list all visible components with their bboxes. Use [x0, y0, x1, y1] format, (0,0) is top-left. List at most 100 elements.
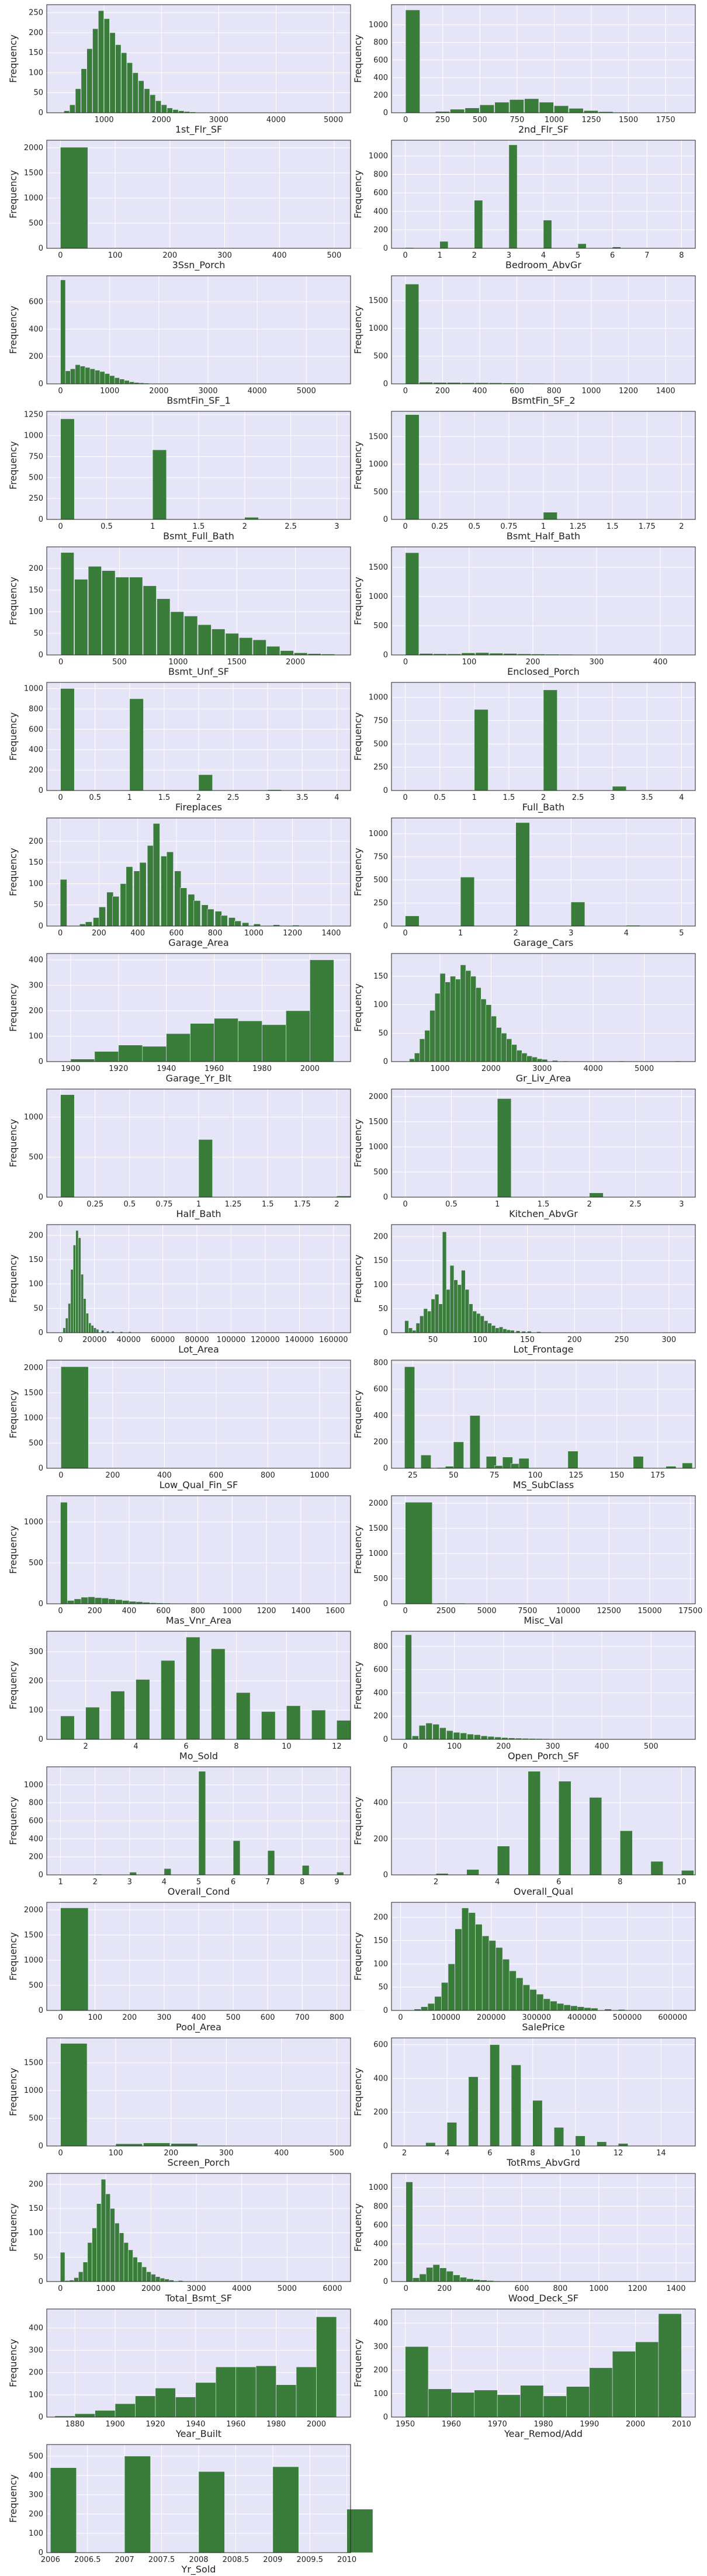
histogram-bar	[467, 1733, 474, 1740]
x-tick-label: 100	[88, 2013, 102, 2022]
histogram-bar	[612, 786, 627, 791]
histogram-bar	[157, 598, 171, 656]
x-tick-label: 40000	[117, 1336, 141, 1344]
histogram-bar	[589, 2367, 613, 2418]
y-tick-label: 800	[29, 705, 43, 713]
histogram-bar	[466, 2278, 474, 2282]
histogram-bar	[262, 1024, 286, 1062]
plot-frame	[391, 275, 696, 384]
x-tick-label: 80000	[185, 1336, 209, 1344]
x-tick-label: 500	[226, 2013, 241, 2022]
histogram-bar	[296, 2366, 317, 2418]
histogram-bar	[72, 1244, 76, 1333]
histogram-bar	[160, 2277, 165, 2282]
histogram-bar	[64, 110, 70, 113]
histogram-bar	[575, 2135, 585, 2147]
x-axis-label: Year_Built	[175, 2428, 221, 2440]
y-tick-label: 400	[373, 2240, 388, 2249]
histogram-21: 0 500 1000 1500 2000 0 200 400 600 800 1000 Low_Qua…	[8, 1360, 351, 1491]
x-tick-label: 2007.5	[148, 2556, 175, 2564]
histogram-bar	[431, 1299, 435, 1333]
histogram-bar	[198, 774, 213, 791]
x-tick-label: 1000	[95, 116, 114, 124]
x-tick-label: 1900	[61, 1065, 80, 1073]
histogram-bar	[487, 1736, 495, 1740]
y-tick-label: 0	[39, 786, 43, 795]
histogram-bar	[211, 1648, 226, 1740]
histogram-bar	[474, 200, 483, 249]
y-axis-label: Frequency	[352, 577, 363, 625]
histogram-bar	[175, 2397, 196, 2418]
y-tick-label: 1000	[24, 1956, 43, 1965]
histogram-bar	[460, 876, 475, 927]
x-tick-label: 0	[58, 387, 63, 396]
x-axis-label: BsmtFin_SF_2	[511, 395, 575, 407]
histogram-bar	[526, 1055, 533, 1062]
histogram-bar	[506, 1038, 512, 1062]
x-tick-label: 2	[93, 1878, 98, 1887]
histogram-bar	[521, 1053, 528, 1062]
x-tick-label: 0	[58, 522, 63, 531]
histogram-bar	[108, 1599, 116, 1604]
histogram-bar	[254, 924, 261, 927]
histogram-bar	[449, 1265, 455, 1333]
y-tick-label: 200	[373, 2366, 388, 2375]
histogram-bar	[88, 1323, 92, 1333]
plot-frame	[46, 275, 351, 384]
histogram-bar	[633, 1456, 644, 1469]
y-tick-label: 200	[373, 91, 388, 100]
histogram-bar	[405, 2346, 429, 2418]
histogram-bar	[682, 1462, 693, 1469]
histogram-7: 0 250 500 750 1000 1250 0 0.5 1 1.5 2 2.5 3 Bsmt_Full…	[8, 411, 351, 542]
x-tick-label: 0	[58, 1607, 63, 1615]
x-tick-label: 100	[108, 251, 123, 260]
histogram-bar	[110, 1691, 125, 1740]
histogram-bar	[188, 894, 195, 927]
histogram-bar	[164, 1868, 172, 1875]
x-tick-label: 1.5	[538, 1200, 550, 1209]
y-tick-label: 400	[373, 1412, 388, 1420]
x-tick-label: 10	[282, 1742, 292, 1751]
x-tick-label: 7	[644, 251, 649, 260]
x-tick-label: 400	[595, 1742, 609, 1751]
x-axis-label: Misc_Val	[524, 1615, 563, 1627]
histogram-bar	[101, 1597, 109, 1604]
y-tick-label: 0	[39, 380, 43, 389]
y-tick-label: 0	[383, 922, 388, 931]
x-tick-label: 4	[624, 929, 629, 938]
y-axis-label: Frequency	[8, 1797, 19, 1845]
y-tick-label: 600	[373, 1666, 388, 1674]
y-tick-label: 50	[33, 89, 43, 98]
histogram-bar	[405, 414, 420, 520]
x-axis-label: Mo_Sold	[179, 1750, 218, 1762]
x-tick-label: 0.5	[445, 1200, 458, 1209]
y-tick-label: 1000	[24, 1518, 43, 1527]
x-tick-label: 7500	[518, 1607, 537, 1615]
y-tick-label: 1500	[369, 1524, 388, 1533]
y-tick-label: 200	[29, 1677, 43, 1686]
x-tick-label: 10	[571, 2149, 581, 2158]
y-tick-label: 0	[383, 380, 388, 389]
y-axis-label: Frequency	[8, 34, 19, 83]
x-tick-label: 1200	[283, 929, 302, 938]
histogram-bar	[214, 911, 222, 927]
histogram-bar	[509, 99, 524, 113]
y-axis-label: Frequency	[352, 1797, 363, 1845]
x-axis-label: Pool_Area	[176, 2022, 221, 2033]
y-tick-label: 1000	[24, 684, 43, 693]
y-tick-label: 0	[383, 786, 388, 795]
x-tick-label: 300	[546, 1742, 560, 1751]
x-tick-label: 2	[334, 1200, 339, 1209]
histogram-bar	[60, 1502, 68, 1604]
histogram-bar	[479, 105, 495, 113]
plot-frame	[46, 1088, 351, 1198]
histogram-bar	[470, 976, 476, 1062]
x-tick-label: 8	[618, 1878, 622, 1887]
x-tick-label: 0	[58, 1200, 63, 1209]
x-tick-label: 1600	[325, 1607, 345, 1615]
y-tick-label: 400	[373, 1689, 388, 1697]
x-tick-label: 0	[403, 1607, 408, 1615]
x-tick-label: 6	[610, 251, 615, 260]
y-tick-label: 600	[29, 725, 43, 734]
y-axis-label: Frequency	[8, 306, 19, 354]
